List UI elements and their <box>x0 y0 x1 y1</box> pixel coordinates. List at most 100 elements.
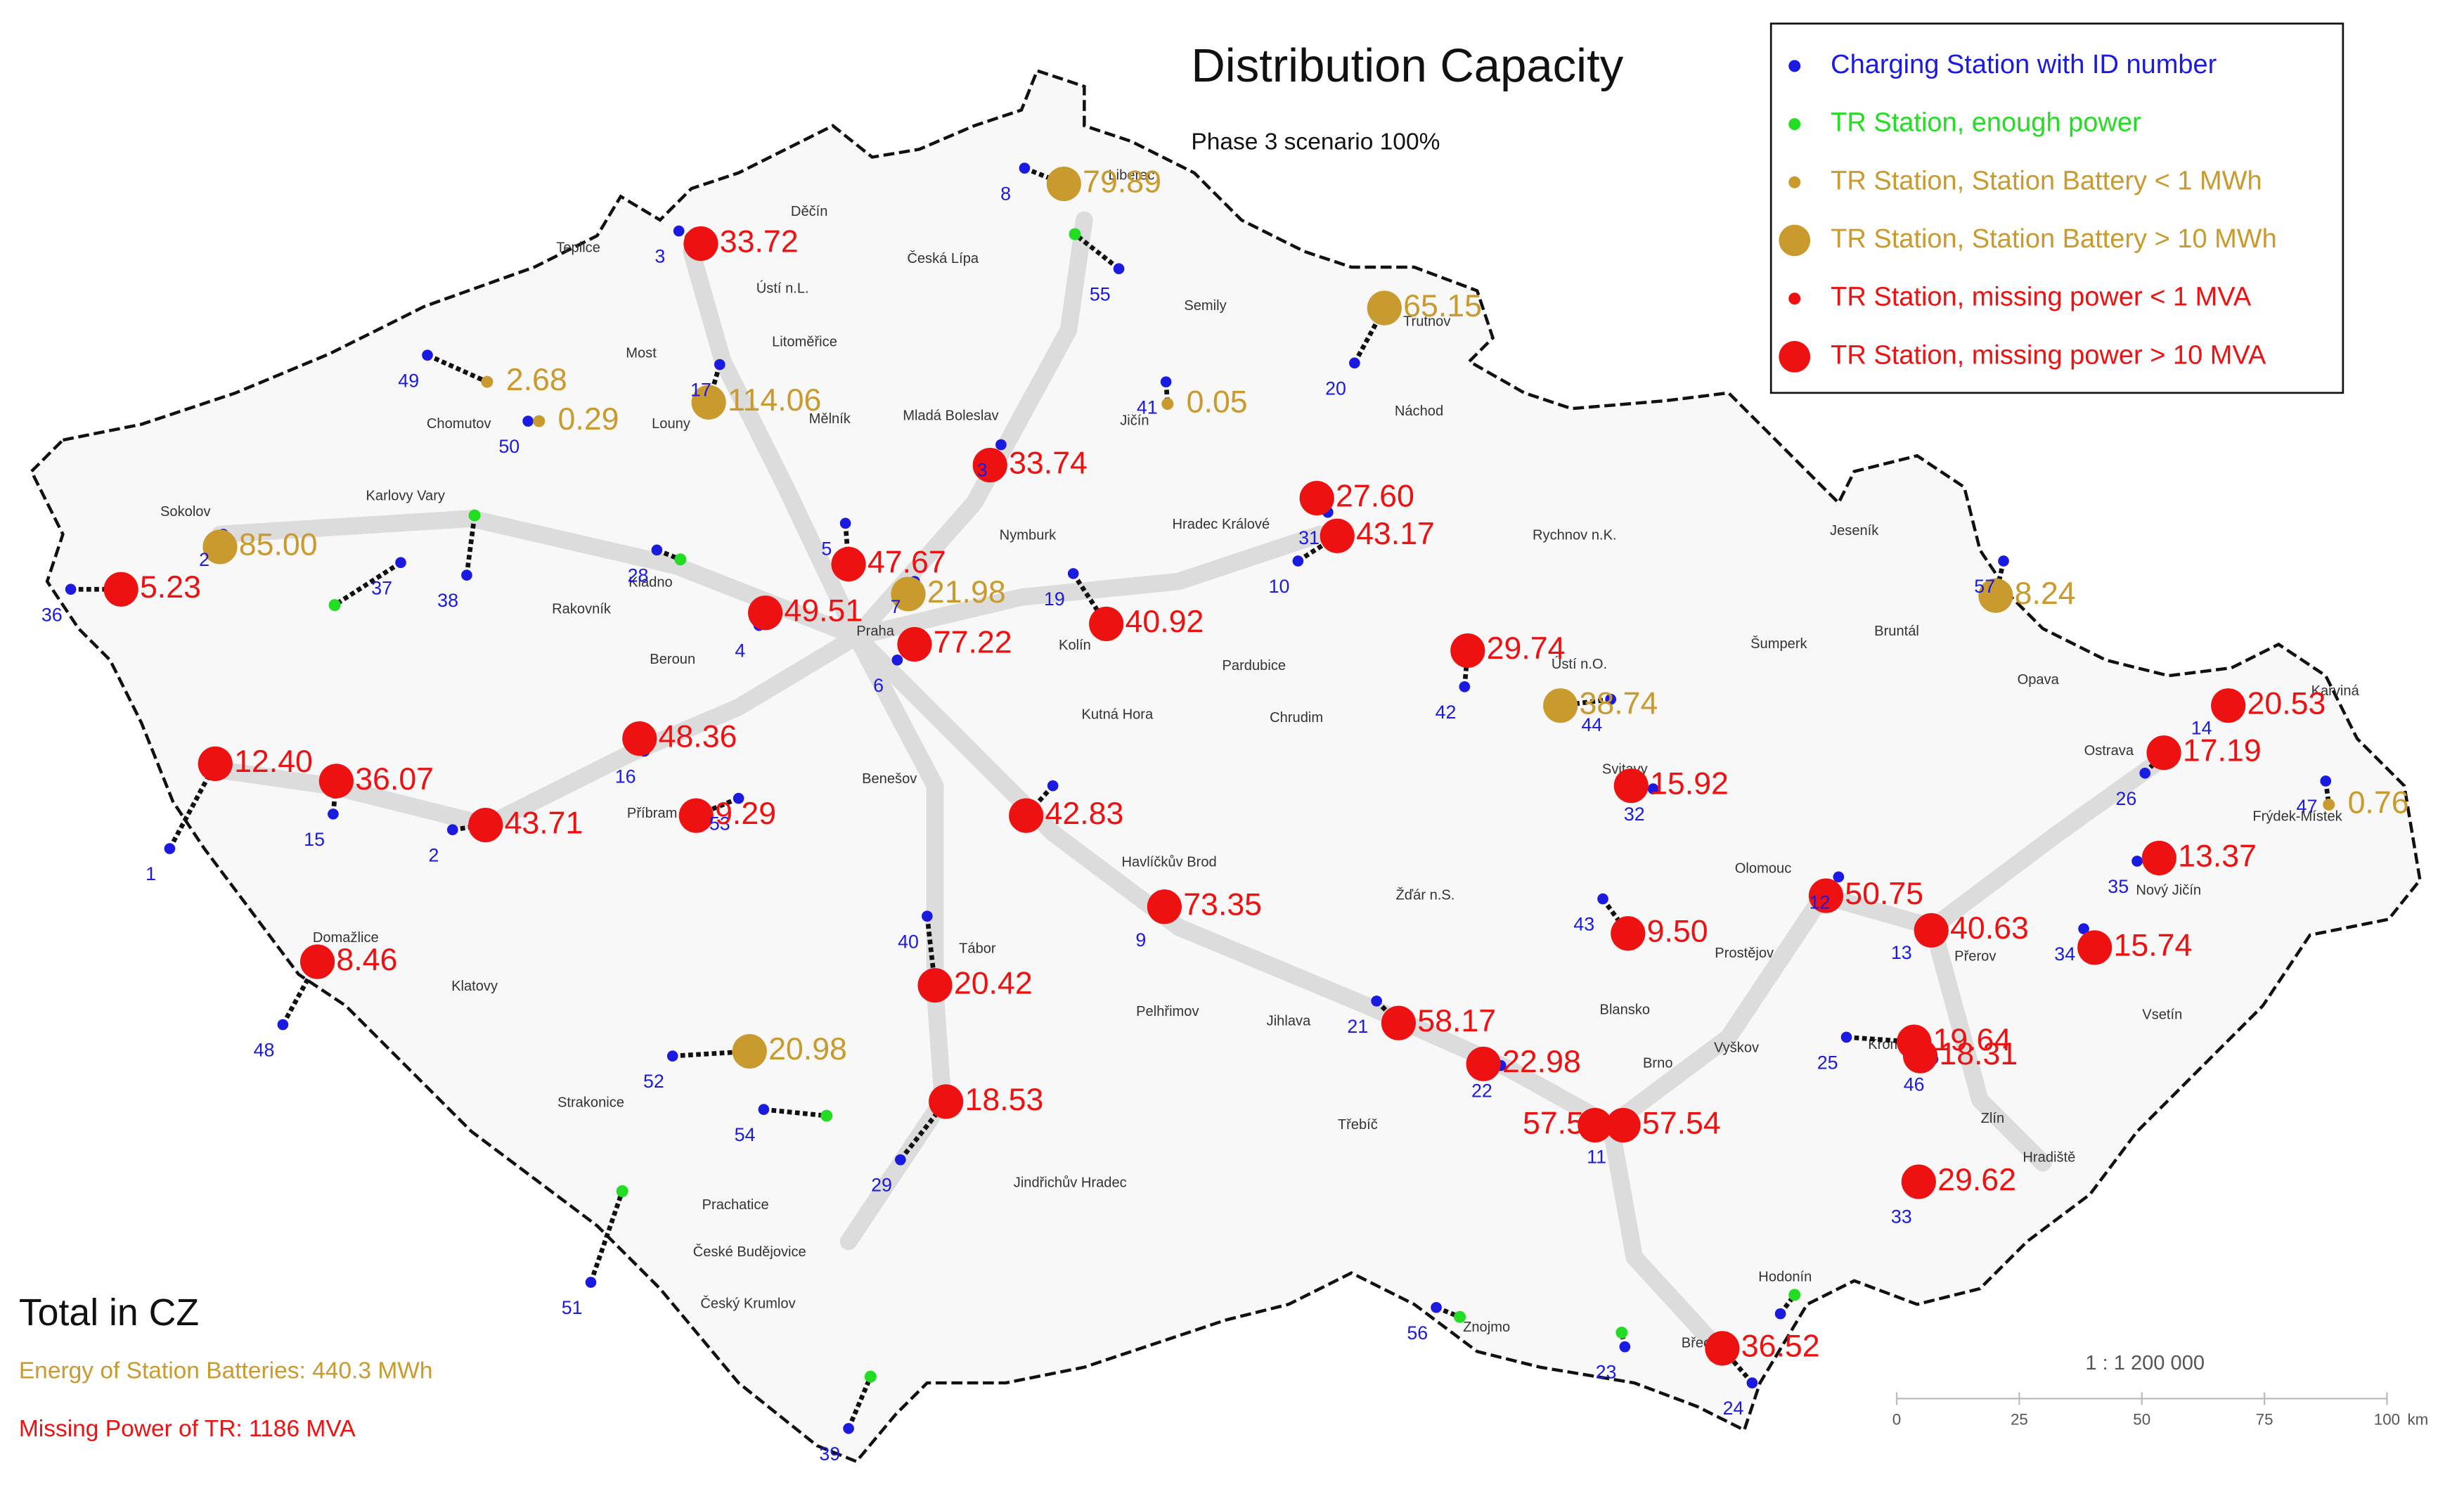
city-label: Třebíč <box>1338 1117 1378 1133</box>
tr-station <box>1705 1331 1740 1366</box>
tr-value: 33.74 <box>1009 446 1088 480</box>
station-id: 29 <box>871 1175 892 1196</box>
tr-value: 2.68 <box>506 363 567 397</box>
charging-station <box>1160 376 1172 388</box>
scale-unit: km <box>2408 1411 2429 1429</box>
tr-value: 19.64 <box>1933 1023 2011 1057</box>
city-label: Šumperk <box>1750 636 1807 652</box>
charging-station <box>2320 775 2332 787</box>
city-label: Chrudim <box>1270 710 1323 726</box>
scale-tick-label: 0 <box>1892 1411 1901 1429</box>
scale-bar: 0 25 50 75 100 km <box>1892 1392 2429 1429</box>
city-label: Náchod <box>1395 404 1443 419</box>
charging-station <box>1998 555 2009 567</box>
tr-station <box>1299 481 1334 516</box>
tr-station <box>891 576 926 612</box>
tr-station <box>674 553 687 566</box>
country-border <box>30 68 2422 1464</box>
charging-station <box>395 557 406 569</box>
tr-station <box>2323 798 2335 811</box>
tr-value: 15.74 <box>2114 929 2193 963</box>
city-label: Zlín <box>1981 1111 2005 1126</box>
legend-label: TR Station, Station Battery < 1 MWh <box>1831 166 2262 195</box>
city-label: Rychnov n.K. <box>1533 528 1617 543</box>
connection <box>1462 650 1471 688</box>
city-label: Prachatice <box>702 1197 769 1213</box>
station-id: 9 <box>1135 929 1146 950</box>
tr-station <box>1381 1005 1417 1040</box>
charging-station <box>2078 923 2089 934</box>
tr-value: 18.31 <box>1939 1037 2018 1071</box>
city-label: Frýdek-Místek <box>2252 809 2342 825</box>
tr-station <box>481 375 494 388</box>
station-id: 47 <box>2297 796 2318 817</box>
station-id: 51 <box>562 1297 583 1318</box>
charging-station <box>1047 780 1059 792</box>
legend: Charging Station with ID number TR Statio… <box>1779 50 2277 373</box>
station-id: 15 <box>304 829 325 850</box>
city-label: Nymburk <box>1000 528 1057 543</box>
city-label: Česká Lípa <box>907 250 979 266</box>
city-label: Praha <box>856 624 894 639</box>
tr-value: 43.17 <box>1356 517 1435 551</box>
tr-station <box>1320 518 1355 553</box>
tr-station <box>831 546 866 582</box>
city-label: Havlíčkův Brod <box>1121 854 1216 870</box>
charging-station <box>714 359 725 370</box>
tr-station <box>1613 768 1649 804</box>
connection <box>280 960 320 1026</box>
connection <box>464 515 477 576</box>
charging-station <box>446 824 458 836</box>
charging-station <box>585 1277 597 1288</box>
tr-station <box>732 1033 767 1069</box>
connection <box>898 1100 948 1161</box>
city-label: Pardubice <box>1223 658 1286 674</box>
charging-station <box>65 584 77 595</box>
station-id: 7 <box>891 596 901 617</box>
charging-station <box>891 655 903 666</box>
city-label: Příbram <box>627 806 678 821</box>
city-label: Děčín <box>791 204 828 219</box>
tr-station <box>1147 889 1182 924</box>
station-id: 49 <box>398 370 419 391</box>
scale-tick-label: 100 <box>2374 1411 2400 1429</box>
tr-value: 18.53 <box>965 1083 1043 1117</box>
station-id: 2 <box>199 549 209 570</box>
station-id: 23 <box>1596 1362 1617 1383</box>
station-id: 11 <box>1587 1146 1606 1167</box>
tr-value: 0.05 <box>1187 385 1248 419</box>
tr-station <box>1450 633 1485 669</box>
tr-value: 0.29 <box>558 402 619 437</box>
legend-marker <box>1788 60 1801 72</box>
charging-station <box>922 910 933 922</box>
charging-station <box>277 1019 289 1031</box>
station-id: 52 <box>643 1071 664 1092</box>
tr-station <box>864 1370 877 1383</box>
tr-value: 73.35 <box>1183 888 1262 922</box>
station-id: 21 <box>1347 1016 1368 1037</box>
tr-station <box>2141 840 2176 876</box>
charging-station <box>2131 856 2143 867</box>
tr-station <box>328 599 341 612</box>
tr-station <box>616 1185 628 1197</box>
station-id: 43 <box>1573 914 1594 935</box>
station-id: 28 <box>628 565 649 586</box>
tr-station <box>533 415 546 427</box>
tr-value: 57.51 <box>1523 1106 1601 1140</box>
connection <box>333 560 402 607</box>
charging-station <box>1113 263 1125 275</box>
city-label: Ústí n.O. <box>1552 656 1607 672</box>
city-label: Olomouc <box>1735 861 1791 876</box>
city-label: Teplice <box>556 240 600 255</box>
tr-value: 9.29 <box>715 797 776 831</box>
city-label: Chomutov <box>427 416 491 432</box>
charging-station <box>164 843 176 854</box>
station-id: 46 <box>1904 1074 1925 1095</box>
city-label: Trutnov <box>1403 314 1450 330</box>
city-label: Český Krumlov <box>700 1296 795 1312</box>
tr-station <box>897 626 932 662</box>
charging-station <box>422 349 433 361</box>
legend-label: Charging Station with ID number <box>1831 50 2217 79</box>
charging-station <box>758 1104 770 1115</box>
tr-station <box>691 385 726 420</box>
